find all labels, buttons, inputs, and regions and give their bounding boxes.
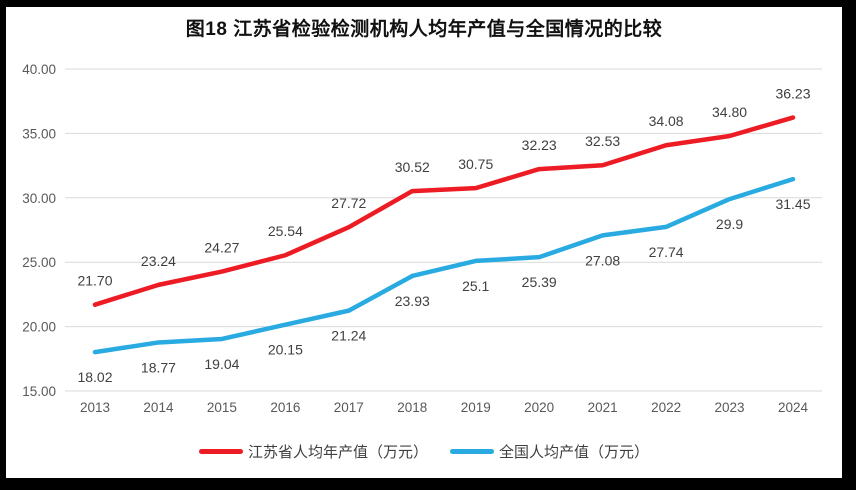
data-label: 36.23 xyxy=(775,86,810,102)
y-axis-tick-label: 40.00 xyxy=(22,62,56,77)
data-label: 25.1 xyxy=(462,278,489,294)
data-label: 18.77 xyxy=(141,359,176,375)
data-label: 21.24 xyxy=(331,328,366,344)
data-label: 32.53 xyxy=(585,133,620,149)
legend-label-jiangsu: 江苏省人均年产值（万元） xyxy=(247,444,428,461)
data-label: 21.70 xyxy=(77,273,112,289)
legend-item-jiangsu: 江苏省人均年产值（万元） xyxy=(198,441,428,462)
chart-title: 图18 江苏省检验检测机构人均年产值与全国情况的比较 xyxy=(185,19,663,40)
legend-item-national: 全国人均产值（万元） xyxy=(450,441,649,462)
data-label: 20.15 xyxy=(268,342,303,358)
series-line-national xyxy=(92,176,796,355)
data-label: 19.04 xyxy=(204,356,239,372)
x-axis-tick-label: 2020 xyxy=(524,400,554,415)
y-axis-tick-label: 25.00 xyxy=(22,255,56,270)
x-axis-tick-label: 2013 xyxy=(80,400,110,415)
data-label: 34.08 xyxy=(649,113,684,129)
data-label: 18.02 xyxy=(77,369,112,385)
series-line-jiangsu xyxy=(92,115,796,307)
x-axis-tick-label: 2016 xyxy=(270,400,300,415)
x-axis-tick-label: 2021 xyxy=(588,400,618,415)
chart-canvas xyxy=(6,7,842,478)
data-label: 23.24 xyxy=(141,253,176,269)
legend-swatch-national-line xyxy=(450,449,494,454)
data-label: 31.45 xyxy=(775,196,810,212)
x-axis-tick-label: 2015 xyxy=(207,400,237,415)
data-label: 30.52 xyxy=(395,159,430,175)
chart-legend: 江苏省人均年产值（万元） 全国人均产值（万元） xyxy=(6,441,842,462)
legend-label-national: 全国人均产值（万元） xyxy=(499,444,650,461)
data-label: 27.08 xyxy=(585,252,620,268)
x-axis-tick-label: 2014 xyxy=(143,400,174,415)
data-label: 27.72 xyxy=(331,195,366,211)
data-label: 32.23 xyxy=(522,137,557,153)
x-axis-tick-label: 2022 xyxy=(651,400,681,415)
y-axis-tick-label: 35.00 xyxy=(22,126,56,141)
x-axis-tick-label: 2024 xyxy=(778,400,809,415)
x-axis-tick-label: 2018 xyxy=(397,400,427,415)
data-label: 24.27 xyxy=(204,240,239,256)
x-axis-tick-label: 2017 xyxy=(334,400,364,415)
x-axis-tick-label: 2019 xyxy=(461,400,491,415)
y-axis-tick-label: 30.00 xyxy=(22,191,56,206)
data-label: 27.74 xyxy=(649,244,684,260)
legend-swatch-jiangsu-line xyxy=(198,449,243,454)
x-axis-tick-label: 2023 xyxy=(715,400,745,415)
data-label: 30.75 xyxy=(458,156,493,172)
data-label: 25.54 xyxy=(268,223,303,239)
y-axis-tick-label: 15.00 xyxy=(22,384,56,399)
data-label: 34.80 xyxy=(712,104,747,120)
y-axis-tick-label: 20.00 xyxy=(22,320,56,335)
data-label: 29.9 xyxy=(716,216,743,232)
data-label: 25.39 xyxy=(522,274,557,290)
data-label: 23.93 xyxy=(395,293,430,309)
